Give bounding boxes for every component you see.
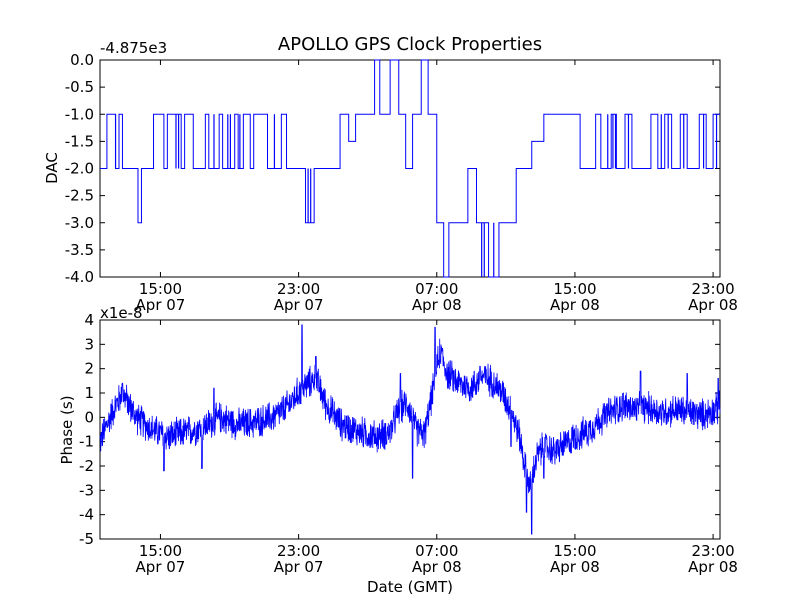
dac-y-axis-label: DAC	[43, 152, 61, 184]
dac-x-tick-date: Apr 07	[274, 296, 324, 314]
phase-y-ticks: 4 3 2 1 0 -1 -2 -3 -4 -5	[79, 311, 720, 548]
chart-title: APOLLO GPS Clock Properties	[278, 34, 542, 55]
phase-y-tick-label: -4	[79, 506, 94, 524]
phase-series	[99, 324, 721, 535]
dac-y-tick-label: -1.0	[65, 105, 94, 123]
phase-panel: x1e-8 Phase (s) Date (GMT) 4 3 2 1 0 -1 -2 -3 -4…	[58, 304, 738, 596]
phase-x-tick-date: Apr 07	[274, 558, 324, 576]
phase-y-axis-label: Phase (s)	[58, 395, 76, 464]
phase-x-tick-time: 15:00	[553, 542, 596, 560]
dac-series-line	[100, 59, 720, 278]
phase-x-tick-date: Apr 08	[550, 558, 600, 576]
phase-x-tick-time: 23:00	[277, 542, 320, 560]
dac-x-tick-time: 15:00	[139, 280, 182, 298]
phase-y-tick-label: 1	[84, 384, 94, 402]
phase-x-tick-time: 15:00	[139, 542, 182, 560]
phase-y-tick-label: -1	[79, 433, 94, 451]
dac-x-tick-date: Apr 08	[688, 296, 738, 314]
dac-x-tick-date: Apr 08	[550, 296, 600, 314]
x-axis-label: Date (GMT)	[367, 578, 453, 596]
dac-x-tick-date: Apr 08	[412, 296, 462, 314]
phase-series-line	[99, 324, 721, 535]
phase-y-tick-label: 0	[84, 408, 94, 426]
dac-y-tick-label: -3.0	[65, 214, 94, 232]
phase-x-tick-time: 23:00	[691, 542, 734, 560]
phase-y-tick-label: 2	[84, 360, 94, 378]
dac-y-tick-label: -4.0	[65, 268, 94, 286]
phase-x-tick-date: Apr 08	[412, 558, 462, 576]
dac-x-tick-time: 07:00	[415, 280, 458, 298]
dac-y-tick-label: -3.5	[65, 241, 94, 259]
dac-x-tick-date: Apr 07	[136, 296, 186, 314]
phase-x-tick-time: 07:00	[415, 542, 458, 560]
dac-y-tick-label: 0.0	[70, 51, 94, 69]
phase-x-tick-date: Apr 08	[688, 558, 738, 576]
dac-panel: -4.875e3 DAC 0.0 -0.5 -1.0 -1.5 -2.0 -2.5 -3.0…	[43, 39, 738, 314]
phase-y-tick-label: -5	[79, 530, 94, 548]
phase-offset-label: x1e-8	[100, 304, 143, 322]
dac-y-tick-label: -0.5	[65, 78, 94, 96]
phase-y-tick-label: -2	[79, 457, 94, 475]
dac-y-tick-label: -2.0	[65, 160, 94, 178]
dac-x-tick-time: 23:00	[277, 280, 320, 298]
phase-y-tick-label: 3	[84, 335, 94, 353]
dac-series	[100, 59, 720, 278]
dac-x-tick-time: 15:00	[553, 280, 596, 298]
dac-offset-label: -4.875e3	[100, 39, 167, 57]
dac-x-tick-time: 23:00	[691, 280, 734, 298]
phase-y-tick-label: 4	[84, 311, 94, 329]
phase-x-tick-date: Apr 07	[136, 558, 186, 576]
dac-y-tick-label: -1.5	[65, 132, 94, 150]
dac-y-tick-label: -2.5	[65, 187, 94, 205]
phase-y-tick-label: -3	[79, 481, 94, 499]
